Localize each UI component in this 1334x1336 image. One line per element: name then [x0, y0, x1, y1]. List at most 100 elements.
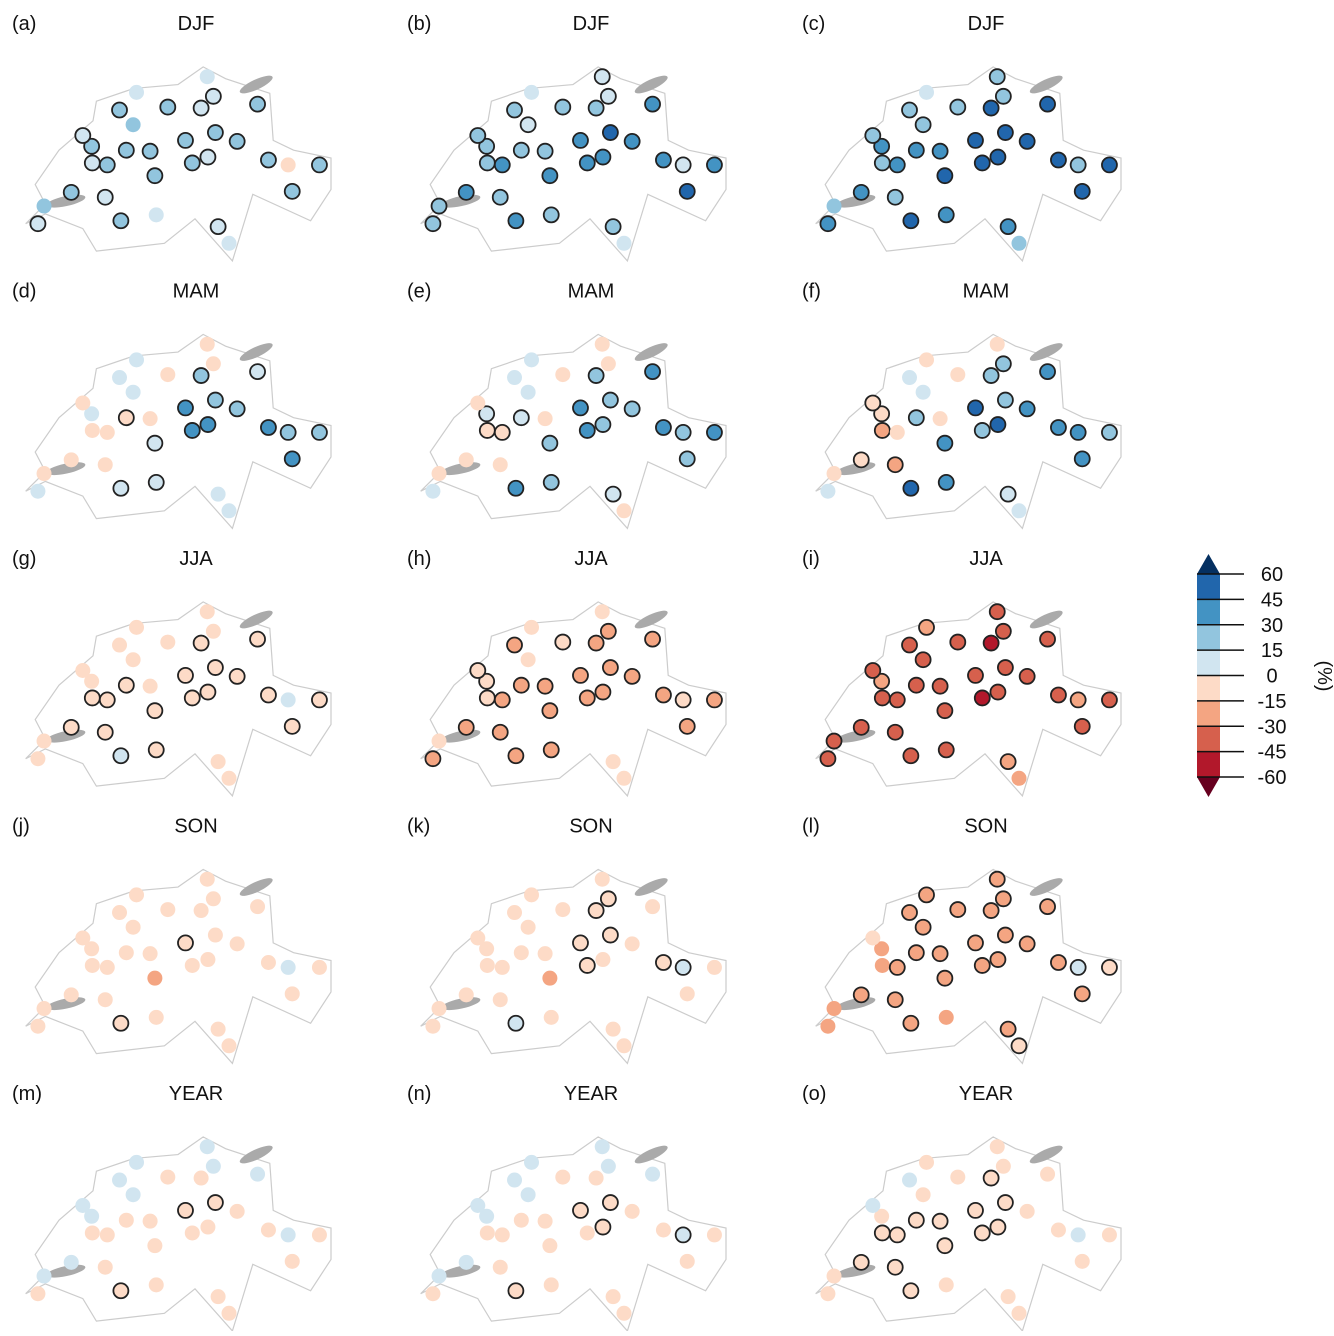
panel-title: MAM	[568, 281, 615, 303]
station-marker	[1011, 503, 1027, 519]
station-marker	[931, 1212, 949, 1230]
station-marker	[1050, 686, 1067, 704]
panel-label: (j)	[12, 816, 30, 838]
station-marker	[506, 636, 523, 654]
colorbar-bin	[1197, 624, 1220, 651]
station-marker	[542, 1238, 558, 1254]
station-marker	[520, 384, 536, 400]
station-marker	[30, 1286, 46, 1302]
station-marker	[537, 1213, 553, 1229]
station-marker	[491, 723, 509, 741]
station-marker	[616, 1038, 632, 1054]
station-marker	[507, 1172, 523, 1188]
station-marker	[199, 604, 215, 620]
station-marker	[915, 384, 931, 400]
lake	[239, 878, 273, 896]
station-marker	[519, 116, 537, 134]
station-marker	[864, 662, 882, 679]
station-marker	[478, 154, 496, 172]
station-marker	[1073, 985, 1091, 1003]
station-marker	[982, 367, 1000, 384]
station-marker	[554, 98, 572, 116]
station-marker	[507, 479, 525, 497]
station-marker	[873, 137, 891, 155]
station-marker	[75, 663, 91, 678]
station-marker	[594, 148, 612, 166]
colorbar-tick-label: 45	[1261, 589, 1283, 611]
station-marker	[645, 1166, 661, 1182]
station-marker	[491, 188, 509, 206]
country-outline	[420, 868, 727, 1065]
station-marker	[873, 422, 891, 439]
station-marker	[221, 503, 237, 519]
station-marker	[655, 419, 672, 436]
station-marker	[177, 934, 194, 952]
station-marker	[655, 151, 672, 169]
station-marker	[283, 450, 301, 468]
station-marker	[199, 148, 217, 166]
station-marker	[873, 689, 891, 707]
station-marker	[579, 1225, 595, 1241]
station-marker	[902, 1014, 920, 1032]
station-marker	[914, 918, 932, 936]
station-marker	[99, 959, 115, 975]
station-marker	[820, 1018, 836, 1034]
station-marker	[572, 1202, 589, 1219]
map-panel: (l) SON	[802, 816, 1122, 1065]
station-marker	[63, 1254, 79, 1270]
station-marker	[989, 148, 1007, 166]
station-marker	[826, 198, 842, 214]
panel-label: (h)	[407, 548, 431, 570]
station-marker	[97, 1259, 113, 1275]
station-marker	[938, 1009, 954, 1025]
station-marker	[950, 367, 966, 383]
station-marker	[160, 367, 176, 383]
station-marker	[886, 456, 904, 474]
station-marker	[1039, 630, 1056, 648]
station-marker	[542, 970, 558, 986]
colorbar-bin	[1197, 726, 1220, 752]
station-marker	[458, 452, 474, 468]
station-marker	[210, 486, 226, 502]
station-marker	[478, 137, 496, 155]
station-marker	[1000, 1289, 1016, 1305]
station-marker	[588, 1170, 604, 1186]
station-marker	[679, 1253, 695, 1269]
station-marker	[967, 399, 984, 417]
station-marker	[75, 930, 91, 946]
station-marker	[594, 871, 610, 887]
station-marker	[513, 945, 529, 961]
colorbar-tick-label: 30	[1261, 615, 1283, 637]
station-marker	[914, 651, 932, 669]
colorbar-tick-label: -60	[1258, 767, 1287, 789]
station-marker	[826, 1001, 842, 1017]
station-marker	[142, 411, 158, 427]
station-marker	[902, 1172, 918, 1188]
station-marker	[931, 677, 949, 695]
station-marker	[852, 718, 870, 736]
station-marker	[918, 886, 935, 904]
station-marker	[1019, 1203, 1035, 1219]
station-marker	[999, 218, 1017, 236]
station-marker	[205, 623, 221, 639]
station-marker	[63, 452, 79, 468]
map-panel: (n) YEAR	[407, 1083, 727, 1333]
station-marker	[1069, 691, 1087, 709]
station-marker	[1039, 898, 1056, 916]
station-marker	[902, 212, 920, 230]
station-marker	[458, 1254, 474, 1270]
station-marker	[431, 466, 447, 482]
station-marker	[936, 434, 954, 452]
station-marker	[30, 483, 46, 499]
station-marker	[425, 483, 441, 499]
station-marker	[602, 124, 619, 141]
station-marker	[112, 212, 130, 230]
panel-label: (m)	[12, 1083, 42, 1105]
station-marker	[554, 633, 572, 651]
station-marker	[989, 683, 1007, 701]
station-marker	[204, 87, 222, 105]
station-marker	[865, 930, 881, 946]
station-marker	[572, 934, 589, 952]
station-marker	[594, 683, 612, 701]
station-marker	[99, 1227, 115, 1243]
